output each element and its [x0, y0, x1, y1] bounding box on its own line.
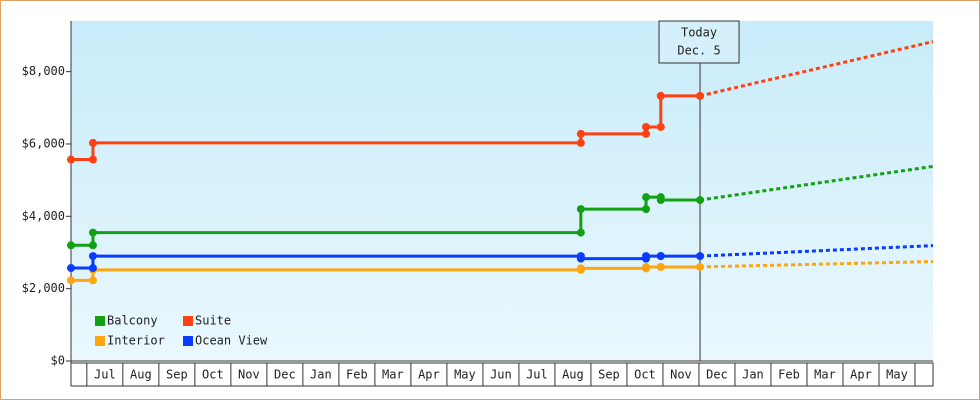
legend-swatch [95, 316, 105, 326]
x-tick-label: Dec [706, 368, 728, 382]
price-point [642, 205, 651, 214]
legend-label: Ocean View [195, 334, 268, 348]
y-tick-label: $8,000 [22, 64, 65, 78]
price-point [576, 254, 585, 263]
legend-label: Interior [107, 334, 165, 348]
price-point [67, 276, 75, 285]
price-point [642, 193, 651, 202]
today-label: Today [681, 26, 717, 40]
price-point [642, 122, 651, 131]
forecast-line [699, 40, 934, 98]
y-tick-label: $6,000 [22, 136, 65, 150]
legend-label: Balcony [107, 314, 158, 328]
price-line [71, 94, 701, 162]
price-point [88, 228, 97, 237]
price-point [88, 155, 97, 164]
price-point [576, 129, 585, 138]
forecast-line [699, 164, 934, 202]
price-point [656, 262, 665, 271]
price-point [67, 264, 75, 273]
x-tick-label: Sep [598, 368, 620, 382]
price-point [88, 264, 97, 273]
price-point [656, 91, 665, 100]
price-point [67, 155, 75, 164]
y-tick-label: $4,000 [22, 209, 65, 223]
price-point [88, 138, 97, 147]
y-tick-label: $0 [51, 354, 65, 368]
price-point [88, 252, 97, 261]
price-point [642, 262, 651, 271]
x-tick-label: Sep [166, 368, 188, 382]
x-tick-label: Mar [382, 368, 404, 382]
price-point [696, 91, 705, 100]
price-point [642, 129, 651, 138]
price-point [576, 264, 585, 273]
price-point [88, 276, 97, 285]
x-tick-label: Apr [418, 368, 440, 382]
price-point [656, 196, 665, 205]
price-point [576, 228, 585, 237]
legend-label: Suite [195, 314, 231, 328]
x-tick-label: Nov [670, 368, 692, 382]
x-tick-label: Mar [814, 368, 836, 382]
x-tick-label: Oct [202, 368, 224, 382]
x-tick-label: Dec [274, 368, 296, 382]
legend-swatch [183, 316, 193, 326]
price-point [642, 252, 651, 261]
x-tick-label: Jan [310, 368, 332, 382]
x-tick-label: Oct [634, 368, 656, 382]
price-point [696, 262, 705, 271]
x-tick-label: Aug [130, 368, 152, 382]
price-point [576, 138, 585, 147]
x-tick-label: Jun [490, 368, 512, 382]
y-tick-label: $2,000 [22, 281, 65, 295]
today-box [658, 20, 740, 64]
x-tick-label: Jul [526, 368, 548, 382]
price-point [696, 196, 705, 205]
price-point [696, 252, 705, 261]
legend-swatch [183, 336, 193, 346]
x-tick-label: Feb [778, 368, 800, 382]
x-tick-label: May [454, 368, 476, 382]
forecast-line [700, 260, 934, 269]
x-tick-label: Jan [742, 368, 764, 382]
x-tick-label: Nov [238, 368, 260, 382]
price-point [576, 205, 585, 214]
x-tick-label: Feb [346, 368, 368, 382]
x-tick-label: Apr [850, 368, 872, 382]
price-point [67, 241, 75, 250]
price-point [656, 122, 665, 131]
price-point [656, 252, 665, 261]
x-tick-label: Jul [94, 368, 116, 382]
plot-area [71, 21, 933, 361]
today-label: Dec. 5 [677, 44, 720, 58]
legend-swatch [95, 336, 105, 346]
price-point [88, 241, 97, 250]
forecast-line [699, 244, 934, 258]
x-tick-label: May [886, 368, 908, 382]
x-tick-label: Aug [562, 368, 584, 382]
